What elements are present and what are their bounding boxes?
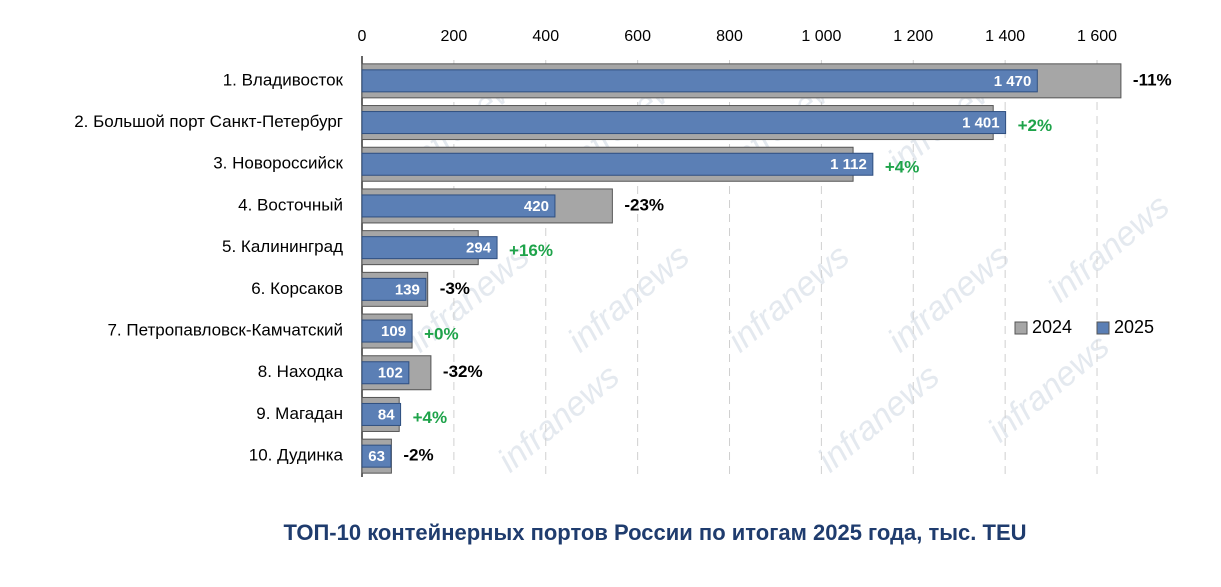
x-tick-label: 400 <box>532 28 559 45</box>
change-label: +16% <box>509 241 553 260</box>
y-tick-label: 4. Восточный <box>238 195 343 214</box>
y-tick-label: 7. Петропавловск-Камчатский <box>107 321 343 340</box>
watermark: infranews <box>561 237 697 360</box>
legend-swatch <box>1096 321 1110 335</box>
x-tick-label: 1 000 <box>801 28 841 45</box>
change-label: -32% <box>443 362 483 381</box>
watermark: infranews <box>811 357 947 480</box>
y-tick-label: 2. Большой порт Санкт-Петербург <box>74 112 343 131</box>
x-tick-label: 200 <box>441 28 468 45</box>
value-label: 84 <box>378 406 395 423</box>
change-label: +0% <box>424 325 459 344</box>
bar <box>361 444 392 468</box>
bar <box>361 69 1038 93</box>
legend-swatch <box>1014 321 1028 335</box>
change-label: -3% <box>440 279 470 298</box>
value-label: 102 <box>378 365 403 382</box>
x-tick-label: 0 <box>358 28 367 45</box>
bar <box>361 402 402 426</box>
x-tick-label: 1 600 <box>1077 28 1117 45</box>
x-tick-label: 1 200 <box>893 28 933 45</box>
y-tick-label: 10. Дудинка <box>249 446 344 465</box>
value-label: 420 <box>524 198 549 215</box>
y-tick-label: 9. Магадан <box>256 404 343 423</box>
change-label: -11% <box>1133 70 1172 89</box>
bar <box>361 111 1007 135</box>
x-tick-label: 800 <box>716 28 743 45</box>
change-label: +4% <box>413 408 448 427</box>
legend-label: 2025 <box>1114 317 1154 337</box>
bar <box>361 361 410 385</box>
y-tick-label: 1. Владивосток <box>223 70 344 89</box>
bar <box>361 319 413 343</box>
value-label: 1 470 <box>994 73 1032 90</box>
bar <box>361 277 427 301</box>
bar <box>361 152 874 176</box>
bar <box>361 236 498 260</box>
y-tick-label: 6. Корсаков <box>251 279 343 298</box>
y-tick-label: 3. Новороссийск <box>213 154 343 173</box>
watermark: infranews <box>721 237 857 360</box>
watermark: infranews <box>981 327 1117 450</box>
x-tick-label: 1 400 <box>985 28 1025 45</box>
y-tick-label: 5. Калининград <box>222 237 343 256</box>
change-label: -23% <box>624 195 664 214</box>
change-label: +4% <box>885 158 920 177</box>
change-label: -2% <box>403 446 433 465</box>
y-tick-label: 8. Находка <box>258 362 344 381</box>
x-tick-label: 600 <box>624 28 651 45</box>
value-label: 1 112 <box>830 156 867 173</box>
chart-title: ТОП-10 контейнерных портов России по ито… <box>283 520 1026 545</box>
change-label: +2% <box>1018 116 1052 135</box>
value-label: 63 <box>368 448 385 465</box>
bar <box>361 194 556 218</box>
legend-label: 2024 <box>1032 317 1072 337</box>
value-label: 139 <box>395 281 420 298</box>
value-label: 294 <box>466 240 492 257</box>
value-label: 109 <box>381 323 406 340</box>
value-label: 1 401 <box>962 115 1000 132</box>
watermark: infranews <box>1041 187 1177 310</box>
watermark: infranews <box>491 357 627 480</box>
watermark: infranews <box>881 237 1017 360</box>
